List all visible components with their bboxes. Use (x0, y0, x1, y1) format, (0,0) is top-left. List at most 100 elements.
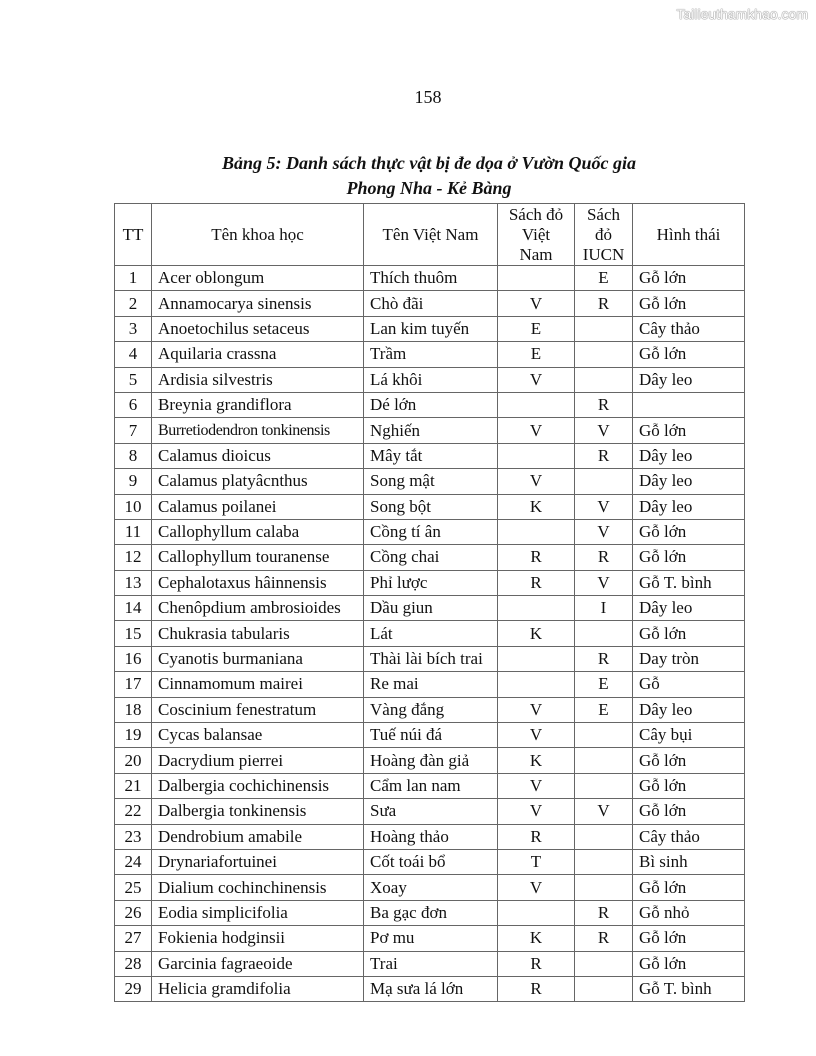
cell-scientific-name: Fokienia hodginsii (151, 925, 364, 952)
cell-scientific-name: Dialium cochinchinensis (151, 874, 364, 901)
cell-tt: 19 (114, 722, 152, 749)
table-row: 27 Fokienia hodginsii Pơ mu K R Gỗ lớn (114, 925, 745, 952)
cell-vietnamese-name: Trai (363, 950, 498, 977)
cell-red-book-iucn (574, 950, 633, 977)
cell-red-book-iucn (574, 747, 633, 774)
page-number: 158 (414, 87, 442, 107)
header-row: TT Tên khoa học Tên Việt Nam Sách đỏ Việ… (114, 203, 745, 266)
cell-red-book-iucn: E (574, 264, 633, 292)
cell-scientific-name: Callophyllum touranense (151, 544, 364, 571)
cell-tt: 27 (114, 925, 152, 952)
cell-morphology: Gỗ T. bình (632, 975, 745, 1003)
cell-red-book-vn: V (497, 874, 575, 901)
cell-vietnamese-name: Phỉ lược (363, 569, 498, 597)
table-row: 6 Breynia grandiflora Dé lớn R (114, 391, 745, 419)
cell-tt: 7 (114, 417, 152, 444)
cell-morphology: Cây bụi (632, 722, 745, 749)
cell-red-book-vn: E (497, 315, 575, 343)
cell-morphology: Dây leo (632, 595, 745, 622)
cell-tt: 10 (114, 493, 152, 520)
cell-scientific-name: Coscinium fenestratum (151, 696, 364, 724)
table-title-line2: Phong Nha - Kẻ Bàng (346, 178, 512, 198)
cell-red-book-vn (497, 442, 575, 470)
cell-red-book-iucn: R (574, 442, 633, 470)
cell-red-book-vn (497, 645, 575, 673)
cell-red-book-iucn: V (574, 417, 633, 444)
cell-red-book-vn: R (497, 975, 575, 1003)
cell-scientific-name: Dalbergia tonkinensis (151, 798, 364, 825)
cell-vietnamese-name: Hoàng đàn giả (363, 747, 498, 774)
cell-vietnamese-name: Cồng tí ân (363, 518, 498, 546)
table-row: 12 Callophyllum touranense Cồng chai R R Gỗ l… (114, 544, 745, 571)
cell-tt: 16 (114, 645, 152, 673)
cell-vietnamese-name: Dé lớn (363, 391, 498, 419)
cell-tt: 23 (114, 823, 152, 850)
table-row: 4 Aquilaria crassna Trầm E Gỗ lớn (114, 341, 745, 368)
cell-red-book-iucn: V (574, 569, 633, 597)
cell-morphology: Cây thảo (632, 823, 745, 850)
cell-vietnamese-name: Thích thuôm (363, 264, 498, 292)
cell-morphology: Gỗ lớn (632, 518, 745, 546)
cell-tt: 28 (114, 950, 152, 977)
cell-morphology: Gỗ lớn (632, 341, 745, 368)
cell-morphology: Gỗ lớn (632, 290, 745, 317)
cell-red-book-vn (497, 391, 575, 419)
table-row: 3 Anoetochilus setaceus Lan kim tuyến E Cây … (114, 315, 745, 343)
cell-red-book-vn (497, 264, 575, 292)
cell-morphology: Day tròn (632, 645, 745, 673)
cell-vietnamese-name: Cốt toái bổ (363, 848, 498, 876)
cell-red-book-vn: V (497, 366, 575, 393)
cell-tt: 6 (114, 391, 152, 419)
cell-vietnamese-name: Cẩm lan nam (363, 772, 498, 800)
cell-red-book-iucn: I (574, 595, 633, 622)
cell-tt: 24 (114, 848, 152, 876)
cell-vietnamese-name: Trầm (363, 341, 498, 368)
cell-red-book-vn (497, 899, 575, 927)
table-row: 24 Drynariafortuinei Cốt toái bổ T Bì sinh (114, 848, 745, 876)
cell-red-book-iucn (574, 722, 633, 749)
cell-red-book-iucn: E (574, 671, 633, 698)
cell-red-book-vn (497, 595, 575, 622)
cell-morphology: Gỗ lớn (632, 417, 745, 444)
cell-morphology: Gỗ nhỏ (632, 899, 745, 927)
cell-tt: 5 (114, 366, 152, 393)
cell-morphology: Gỗ lớn (632, 264, 745, 292)
cell-red-book-vn: K (497, 620, 575, 647)
table-row: 5 Ardisia silvestris Lá khôi V Dây leo (114, 366, 745, 393)
cell-scientific-name: Breynia grandiflora (151, 391, 364, 419)
watermark: Tailieuthamkhao.com (676, 6, 808, 22)
table-row: 2 Annamocarya sinensis Chò đãi V R Gỗ lớn (114, 290, 745, 317)
cell-red-book-vn: K (497, 493, 575, 520)
cell-tt: 3 (114, 315, 152, 343)
cell-vietnamese-name: Song mật (363, 468, 498, 495)
cell-red-book-vn: E (497, 341, 575, 368)
cell-scientific-name: Dendrobium amabile (151, 823, 364, 850)
cell-tt: 4 (114, 341, 152, 368)
cell-tt: 17 (114, 671, 152, 698)
cell-red-book-iucn: E (574, 696, 633, 724)
cell-red-book-iucn: R (574, 925, 633, 952)
cell-scientific-name: Dacrydium pierrei (151, 747, 364, 774)
cell-scientific-name: Cyanotis burmaniana (151, 645, 364, 673)
cell-vietnamese-name: Cồng chai (363, 544, 498, 571)
cell-red-book-vn (497, 671, 575, 698)
cell-red-book-vn: V (497, 417, 575, 444)
header-vietnamese-name: Tên Việt Nam (363, 203, 498, 266)
cell-red-book-iucn: R (574, 391, 633, 419)
cell-red-book-iucn: R (574, 645, 633, 673)
cell-tt: 29 (114, 975, 152, 1003)
table-row: 21 Dalbergia cochichinensis Cẩm lan nam V Gỗ… (114, 772, 745, 800)
table-row: 11 Callophyllum calaba Cồng tí ân V Gỗ lớn (114, 518, 745, 546)
header-morphology: Hình thái (632, 203, 745, 266)
cell-tt: 15 (114, 620, 152, 647)
cell-scientific-name: Chukrasia tabularis (151, 620, 364, 647)
cell-red-book-iucn (574, 874, 633, 901)
cell-morphology: Dây leo (632, 366, 745, 393)
cell-red-book-vn: R (497, 950, 575, 977)
table-row: 8 Calamus dioicus Mây tắt R Dây leo (114, 442, 745, 470)
cell-tt: 22 (114, 798, 152, 825)
cell-red-book-iucn (574, 366, 633, 393)
table-row: 16 Cyanotis burmaniana Thài lài bích trai R… (114, 645, 745, 673)
cell-morphology: Gỗ lớn (632, 544, 745, 571)
cell-red-book-vn: K (497, 925, 575, 952)
